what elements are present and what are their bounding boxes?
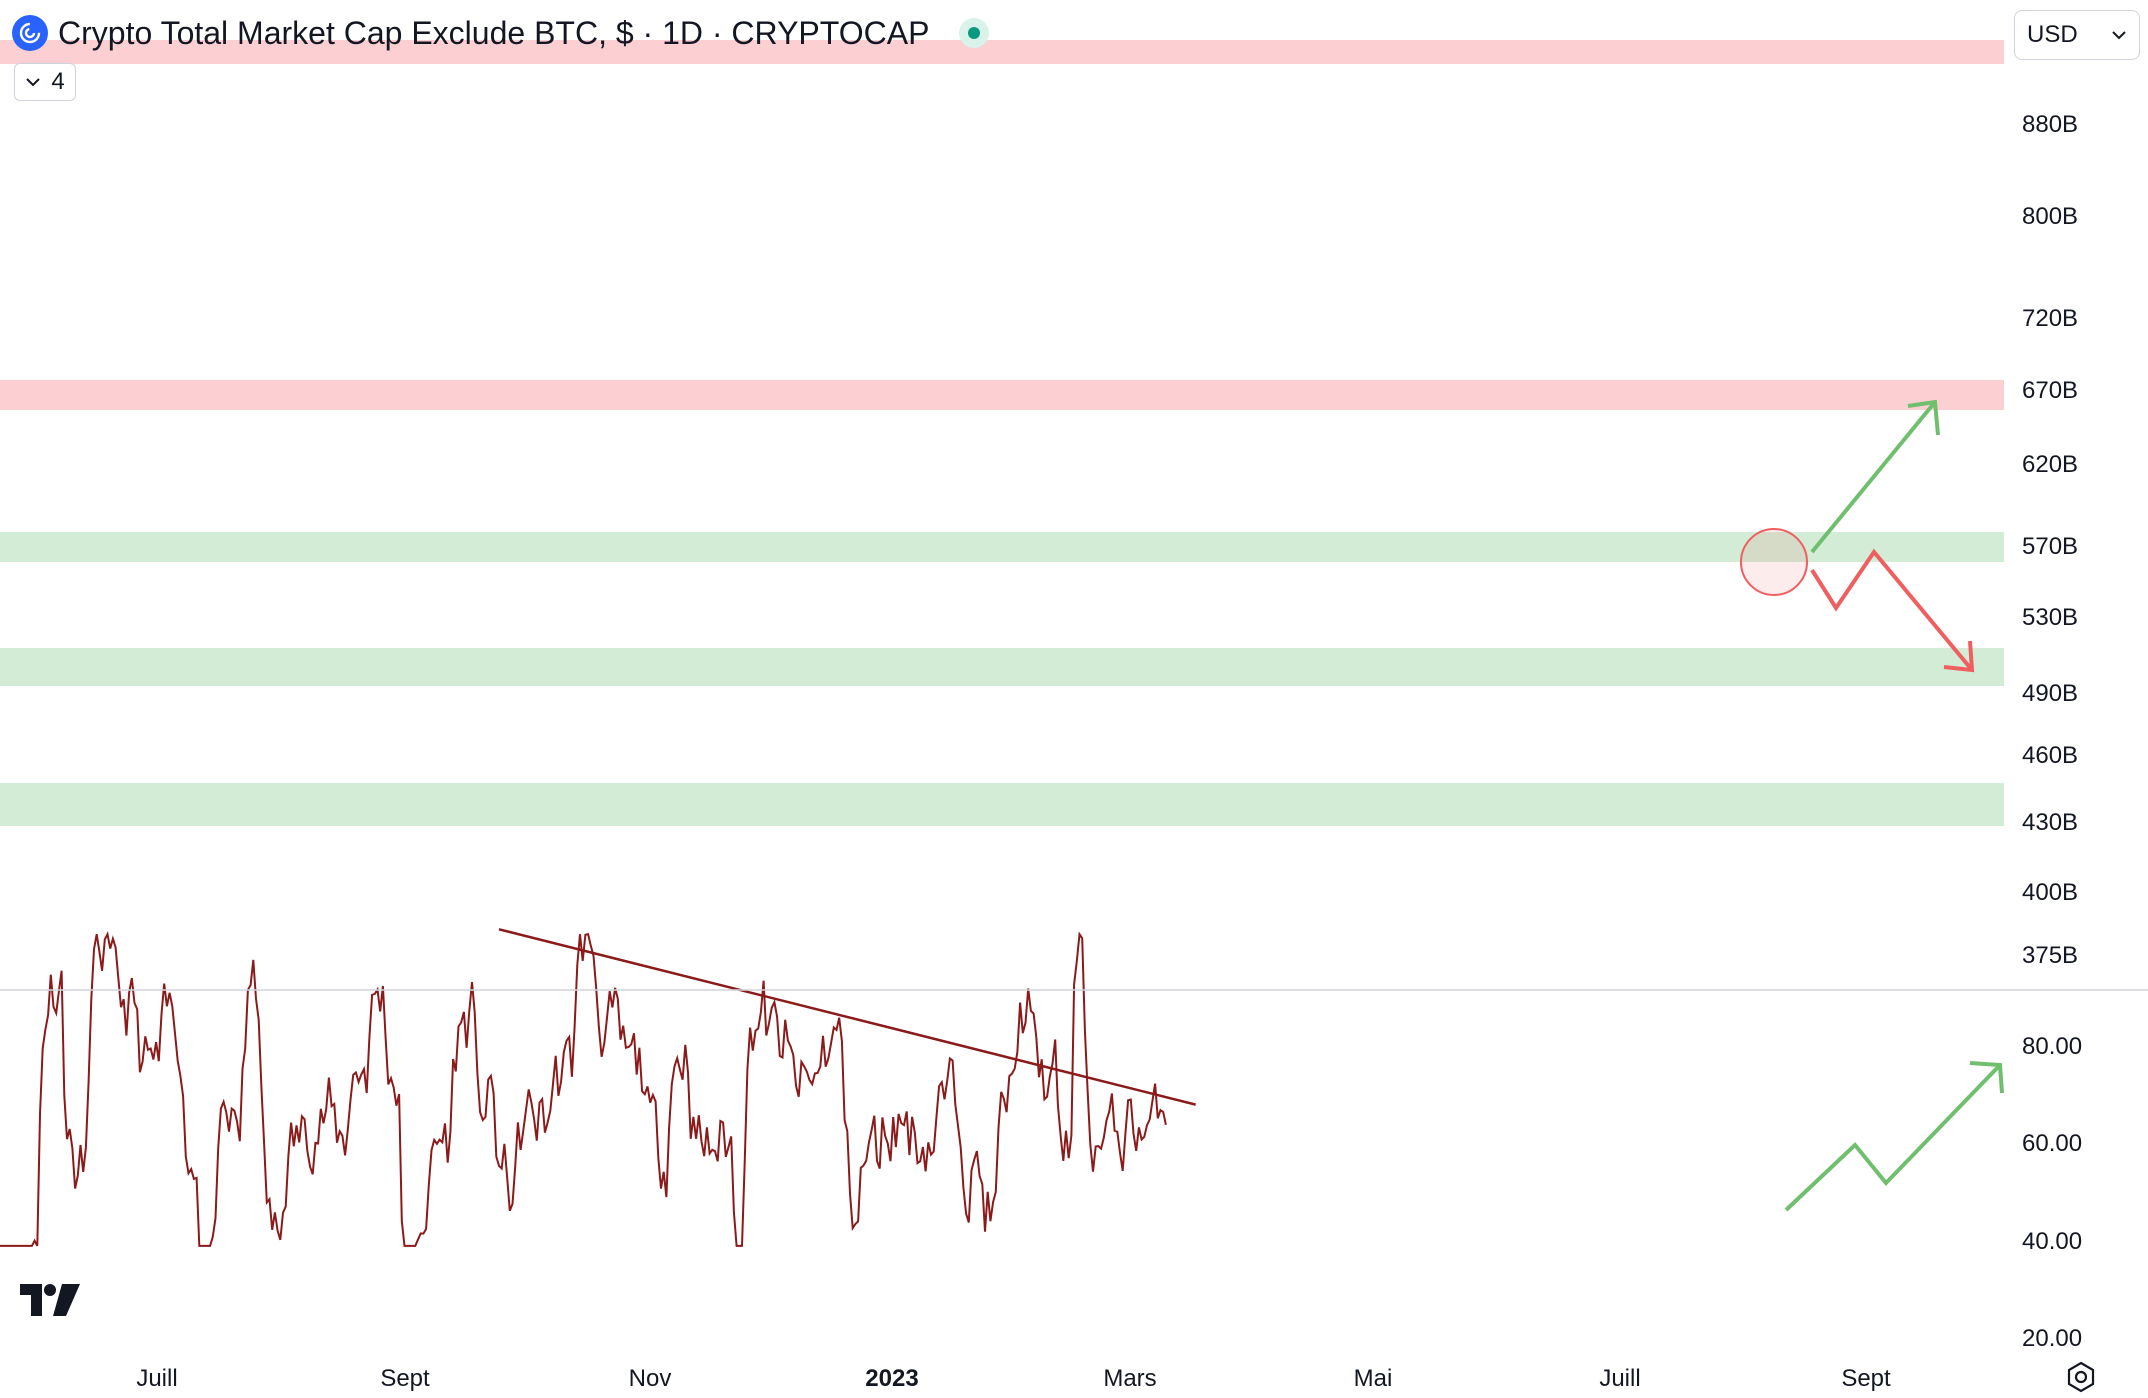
chevron-down-icon: [2112, 31, 2126, 40]
time-axis-label: Sept: [1841, 1365, 1891, 1392]
chart-header: Crypto Total Market Cap Exclude BTC, $ ·…: [12, 10, 990, 56]
price-axis-tick: 800B: [2022, 203, 2078, 230]
time-axis-label: Mai: [1354, 1365, 1393, 1392]
currency-select[interactable]: USD: [2014, 10, 2140, 60]
rsi-axis-tick: 80.00: [2022, 1033, 2082, 1060]
rsi-line: [0, 931, 1167, 1247]
rsi-axis-tick: 20.00: [2022, 1325, 2082, 1352]
rsi-axis-tick: 60.00: [2022, 1130, 2082, 1157]
price-axis-tick: 460B: [2022, 742, 2078, 769]
settings-gear-icon[interactable]: [2064, 1360, 2098, 1394]
bullish-arrowhead: [1907, 399, 1940, 436]
support-zone: [0, 532, 2004, 562]
price-axis-tick: 880B: [2022, 111, 2078, 138]
indicator-count: 4: [51, 68, 65, 95]
support-zone: [0, 783, 2004, 826]
price-axis-tick: 670B: [2022, 377, 2078, 404]
price-axis-tick: 400B: [2022, 879, 2078, 906]
resistance-zone-top: [0, 40, 2004, 64]
price-axis-tick: 570B: [2022, 533, 2078, 560]
symbol-title[interactable]: Crypto Total Market Cap Exclude BTC, $ ·…: [58, 14, 930, 51]
rsi-arrowhead: [1969, 1061, 2004, 1094]
rsi-axis-tick: 40.00: [2022, 1228, 2082, 1255]
bearish-arrowhead: [1943, 640, 1975, 673]
market-status-icon[interactable]: [959, 18, 990, 48]
time-axis-label: 2023: [865, 1365, 918, 1392]
currency-value: USD: [2027, 21, 2078, 48]
price-axis-tick: 720B: [2022, 305, 2078, 332]
rsi-trendline: [498, 928, 1196, 1106]
time-axis-label: Mars: [1103, 1365, 1156, 1392]
highlight-circle: [1740, 528, 1808, 596]
tradingview-logo-icon: [20, 1284, 80, 1316]
time-axis-label: Nov: [629, 1365, 672, 1392]
price-axis-tick: 620B: [2022, 451, 2078, 478]
price-axis-tick: 530B: [2022, 604, 2078, 631]
price-axis-tick: 490B: [2022, 680, 2078, 707]
price-axis-tick: 430B: [2022, 809, 2078, 836]
time-axis-label: Sept: [380, 1365, 430, 1392]
bullish-projection-arrow: [1810, 400, 1937, 554]
support-zone: [0, 648, 2004, 686]
zones-layer: [0, 40, 2004, 826]
rsi-projection-arrow: [1784, 1063, 2002, 1212]
indicators-collapse-button[interactable]: 4: [14, 63, 76, 101]
time-axis-label: Juill: [136, 1365, 177, 1392]
rsi-pane: 80.00 60.00 40.00 20.00: [0, 928, 2082, 1352]
bearish-projection-arrow: [1810, 548, 1974, 672]
cryptocap-logo-icon: [12, 15, 48, 51]
resistance-zone: [0, 380, 2004, 410]
drawings-layer: [1740, 399, 1975, 673]
chevron-down-icon: [26, 78, 41, 87]
price-axis-tick: 375B: [2022, 942, 2078, 969]
time-axis-label: Juill: [1599, 1365, 1640, 1392]
